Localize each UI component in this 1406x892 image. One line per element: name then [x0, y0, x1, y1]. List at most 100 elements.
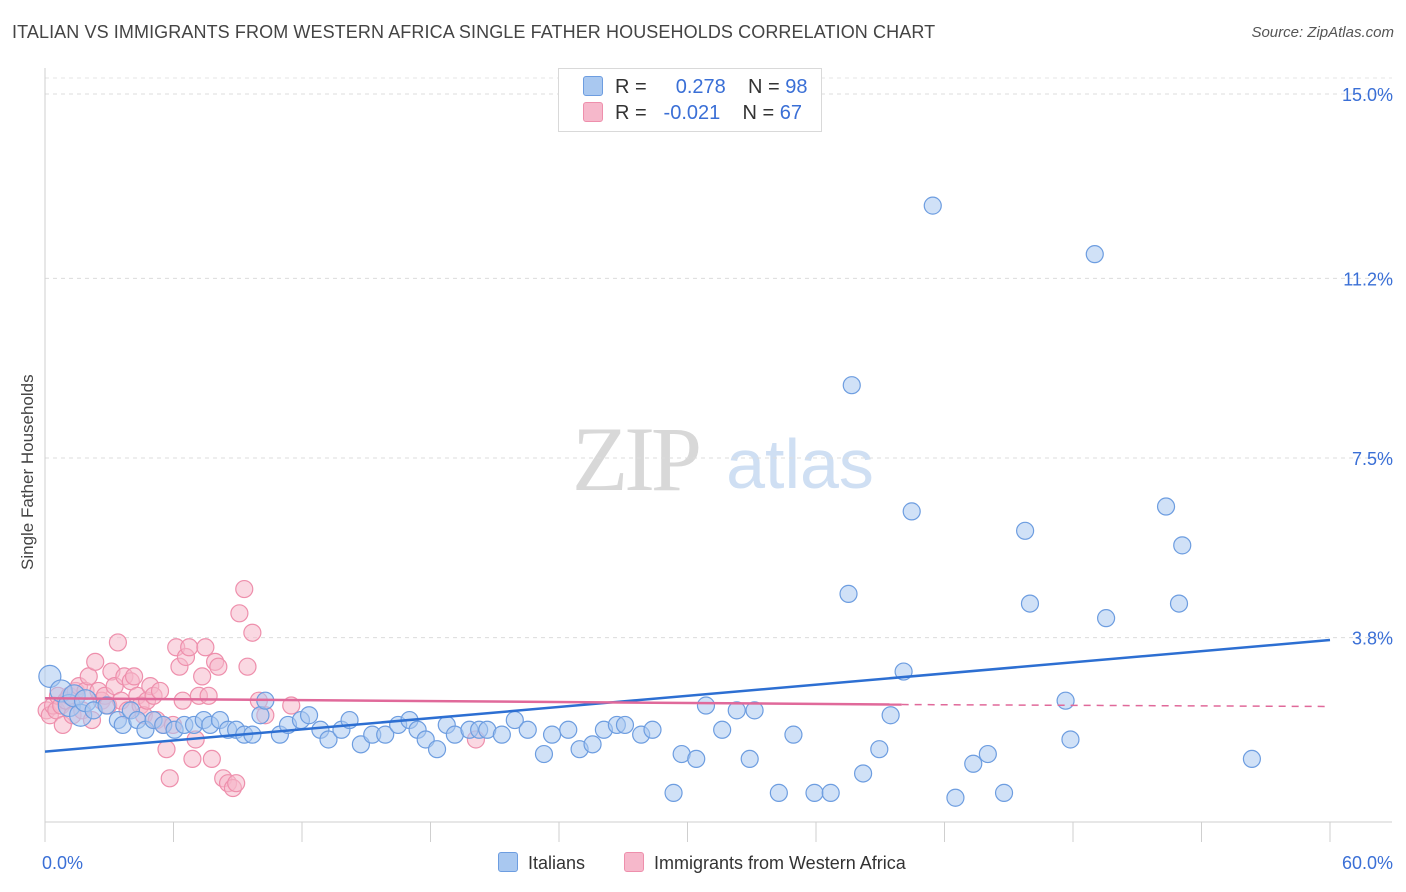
- point-italian: [1173, 536, 1192, 555]
- point-italian: [687, 749, 706, 769]
- legend-label: Italians: [528, 853, 586, 873]
- point-italian: [534, 744, 554, 764]
- point-italian: [713, 720, 732, 739]
- point-italian: [745, 701, 764, 720]
- stats-row-western-africa: R = -0.021 N = 67: [583, 102, 802, 126]
- point-italian: [1085, 245, 1104, 264]
- point-italian: [492, 725, 511, 744]
- trend-lines: [44, 638, 1331, 753]
- point-italian: [299, 706, 319, 725]
- n-label: N =: [742, 102, 775, 124]
- point-italian: [1242, 749, 1262, 769]
- legend-item-italians[interactable]: Italians: [498, 852, 585, 874]
- point-western-africa: [125, 667, 144, 686]
- point-italian: [1015, 521, 1035, 540]
- stats-row-italians: R = 0.278 N = 98: [583, 76, 808, 100]
- point-italian: [518, 720, 537, 739]
- point-italian: [376, 725, 395, 744]
- point-italian: [1061, 730, 1080, 749]
- point-italian: [1169, 594, 1189, 613]
- legend-label: Immigrants from Western Africa: [654, 853, 906, 873]
- correlation-stats-box: R = 0.278 N = 98 R = -0.021 N = 67: [558, 68, 822, 132]
- y-tick-label: 11.2%: [1343, 269, 1393, 289]
- point-western-africa: [86, 652, 105, 671]
- legend-swatch-italians: [498, 852, 518, 872]
- r-value: -0.021: [663, 102, 721, 124]
- point-western-africa: [199, 686, 218, 705]
- point-italian: [902, 502, 921, 521]
- y-axis-label-wrap: Single Father Households: [18, 374, 38, 810]
- watermark: ZIP atlas: [572, 408, 874, 510]
- trend-line-italians: [44, 638, 1331, 753]
- point-italian: [839, 584, 858, 603]
- point-italian: [842, 376, 861, 395]
- point-western-africa: [108, 633, 128, 652]
- point-western-africa: [157, 740, 176, 759]
- point-italian: [805, 783, 824, 802]
- point-italian: [870, 740, 889, 759]
- point-western-africa: [196, 638, 215, 657]
- point-italian: [696, 696, 716, 715]
- point-italian: [542, 725, 562, 744]
- point-western-africa: [243, 623, 262, 642]
- r-label: R =: [615, 102, 647, 124]
- point-italian: [643, 720, 662, 739]
- n-value: 67: [779, 102, 802, 124]
- point-italian: [97, 696, 116, 715]
- y-tick-label: 3.8%: [1352, 629, 1393, 649]
- point-italian: [664, 783, 683, 802]
- trend-line-western-africa-extension: [901, 703, 1331, 708]
- point-western-africa: [183, 749, 202, 769]
- y-tick-label: 7.5%: [1352, 449, 1393, 469]
- point-italian: [821, 783, 840, 802]
- watermark-atlas: atlas: [726, 425, 874, 503]
- point-italian: [978, 744, 997, 764]
- point-italian: [769, 783, 788, 802]
- point-western-africa: [209, 657, 228, 676]
- legend-swatch-western-africa: [624, 852, 644, 872]
- point-italian: [740, 749, 759, 769]
- stats-swatch-italians: [583, 76, 603, 96]
- point-italian: [559, 720, 578, 739]
- axes: [44, 68, 1392, 842]
- point-italian: [1056, 691, 1075, 710]
- point-italian: [853, 764, 873, 783]
- point-italian: [994, 783, 1014, 802]
- y-axis-label: Single Father Households: [18, 374, 37, 570]
- r-label: R =: [615, 76, 647, 98]
- series-western-africa-points: [37, 579, 486, 798]
- source-label: Source: ZipAtlas.com: [1251, 24, 1394, 41]
- point-italian: [923, 196, 942, 215]
- point-western-africa: [150, 681, 170, 701]
- point-western-africa: [193, 667, 212, 686]
- point-western-africa: [180, 638, 199, 657]
- n-value: 98: [785, 76, 808, 98]
- point-western-africa: [227, 774, 246, 793]
- point-western-africa: [160, 769, 179, 788]
- r-value: 0.278: [675, 76, 726, 98]
- point-italian: [319, 730, 338, 749]
- x-tick-label: 60.0%: [1342, 853, 1393, 873]
- watermark-zip: ZIP: [572, 408, 699, 510]
- point-italian: [583, 735, 602, 754]
- grid-lines: [45, 77, 1392, 639]
- chart-title: ITALIAN VS IMMIGRANTS FROM WESTERN AFRIC…: [12, 22, 936, 42]
- point-italian: [1096, 609, 1116, 628]
- n-label: N =: [748, 76, 780, 98]
- tick-labels: 3.8% 7.5% 11.2% 15.0% 0.0% 60.0%: [42, 85, 1393, 873]
- point-western-africa: [238, 657, 257, 676]
- point-italian: [964, 754, 983, 773]
- point-western-africa: [202, 749, 221, 769]
- point-italian: [784, 725, 803, 744]
- legend-item-western-africa[interactable]: Immigrants from Western Africa: [624, 852, 906, 874]
- x-tick-label: 0.0%: [42, 853, 83, 873]
- point-italian: [1156, 497, 1176, 516]
- point-western-africa: [173, 691, 192, 710]
- point-italian: [615, 715, 635, 735]
- y-tick-label: 15.0%: [1342, 85, 1393, 105]
- point-italian: [727, 701, 746, 720]
- trend-line-western-africa: [44, 696, 902, 706]
- stats-swatch-western-africa: [583, 102, 603, 122]
- point-western-africa: [235, 579, 254, 599]
